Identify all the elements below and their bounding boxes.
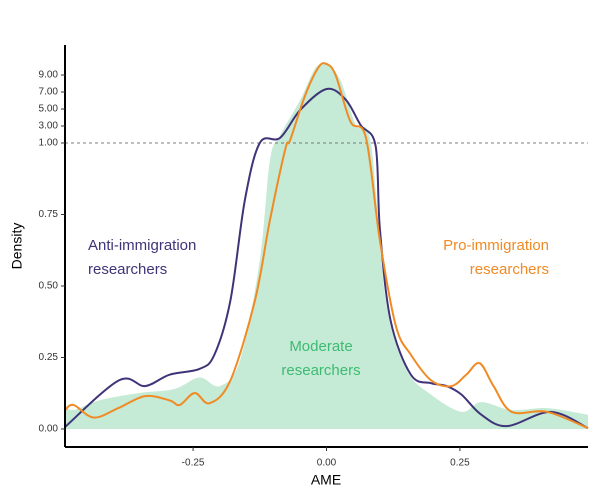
y-tick-label: 1.00 [39,138,59,149]
series-label-line: researchers [88,261,167,278]
y-tick-label: 7.00 [39,87,59,98]
series-label: Pro-immigration researchers [443,237,549,278]
x-axis-title: AME [311,472,341,488]
y-tick-label: 0.25 [39,352,59,363]
y-tick-label: 9.00 [39,70,59,81]
density-line [64,62,589,430]
density-line [64,87,589,430]
plot-area: Moderate researchers Anti-immigration resea… [39,45,589,469]
series-label-line: researchers [470,261,549,278]
y-axis-title: Density [9,223,25,270]
y-tick-label: 0.50 [39,281,59,292]
series-label-line: Moderate [289,338,352,355]
series-label-line: researchers [281,362,360,379]
y-tick-label: 0.75 [39,209,59,220]
x-tick-label: 0.00 [317,458,337,469]
density-area [65,63,588,429]
series-label-line: Pro-immigration [443,237,549,254]
series-label: Moderate researchers [281,338,360,379]
y-tick-label: 0.00 [39,424,59,435]
x-tick-label: 0.25 [450,458,470,469]
y-tick-label: 5.00 [39,104,59,115]
series-label: Anti-immigration researchers [88,237,196,278]
x-tick-label: -0.25 [182,458,205,469]
series-label-line: Anti-immigration [88,237,196,254]
y-tick-label: 3.00 [39,121,59,132]
